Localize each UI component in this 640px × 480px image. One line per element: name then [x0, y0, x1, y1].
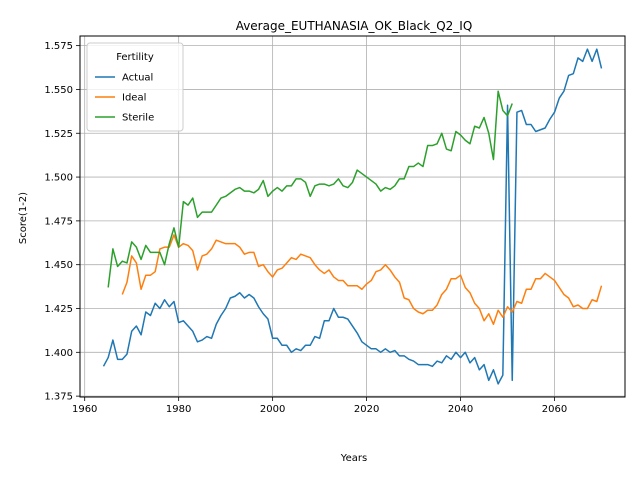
- y-tick-label: 1.575: [44, 41, 73, 52]
- legend: Fertility Actual Ideal Sterile: [86, 42, 184, 132]
- x-tick-label: 2040: [448, 404, 473, 415]
- y-tick-label: 1.500: [44, 173, 73, 184]
- legend-label-ideal: Ideal: [122, 93, 146, 104]
- y-tick-label: 1.525: [44, 129, 73, 140]
- legend-box: [86, 42, 184, 132]
- series-line-sterile: [107, 90, 513, 288]
- legend-title: Fertility: [116, 52, 154, 63]
- y-axis-ticks: 1.375 1.400 1.425 1.450 1.475 1.500 1.525 1.550…: [44, 41, 80, 403]
- series-line-actual: [102, 48, 603, 385]
- x-tick-label: 2060: [542, 404, 567, 415]
- series-lines: [102, 48, 603, 385]
- y-tick-label: 1.475: [44, 216, 73, 227]
- x-tick-label: 1980: [166, 404, 191, 415]
- y-tick-label: 1.550: [44, 85, 73, 96]
- series-line-ideal: [121, 234, 603, 326]
- plot-area-frame: [79, 35, 626, 398]
- legend-label-sterile: Sterile: [122, 113, 154, 124]
- y-tick-label: 1.450: [44, 260, 73, 271]
- y-axis-label: Score(1-2): [18, 192, 29, 244]
- chart-title: Average_EUTHANASIA_OK_Black_Q2_IQ: [236, 19, 473, 33]
- grid-lines: [80, 36, 625, 397]
- legend-label-actual: Actual: [122, 73, 153, 84]
- x-tick-label: 2000: [260, 404, 285, 415]
- x-tick-label: 1960: [72, 404, 97, 415]
- x-axis-label: Years: [340, 453, 367, 464]
- y-tick-label: 1.400: [44, 348, 73, 359]
- x-tick-label: 2020: [354, 404, 379, 415]
- y-tick-label: 1.375: [44, 392, 73, 403]
- x-axis-ticks: 1960 1980 2000 2020 2040 2060: [72, 397, 567, 415]
- y-tick-label: 1.425: [44, 304, 73, 315]
